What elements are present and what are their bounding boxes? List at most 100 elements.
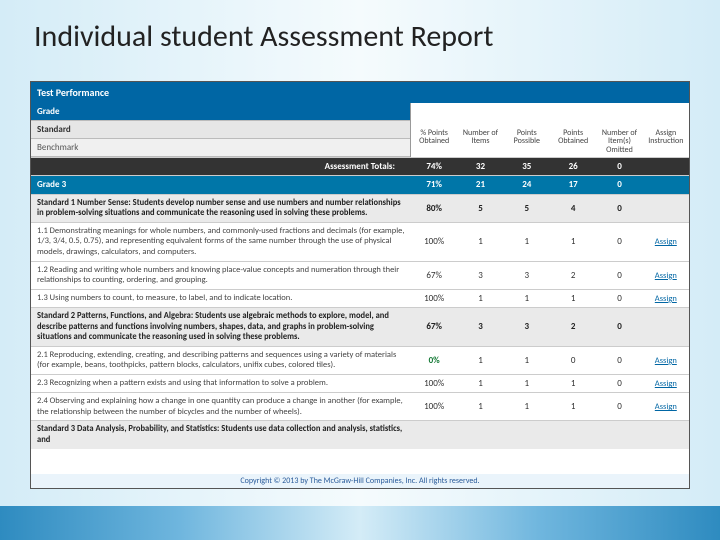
- cell-obtained: 2: [550, 267, 596, 284]
- cell-omitted: 0: [596, 398, 642, 415]
- cell-obtained: [550, 432, 596, 438]
- totals-omitted: 0: [596, 158, 642, 175]
- cell-possible: 1: [504, 398, 550, 415]
- row-label: Standard 3 Data Analysis, Probability, a…: [31, 421, 411, 448]
- row-data: 67%3320: [411, 308, 689, 346]
- grade-obtained: 17: [550, 176, 596, 193]
- cell-pct: [411, 432, 457, 438]
- standard-row: Standard 1 Number Sense: Students develo…: [31, 194, 689, 222]
- legend-area: Grade Standard Benchmark % Points Obtain…: [31, 103, 689, 157]
- row-label: 1.1 Demonstrating meanings for whole num…: [31, 223, 411, 261]
- cell-items: 1: [457, 290, 503, 307]
- cell-obtained: 4: [550, 200, 596, 217]
- assign-link[interactable]: Assign: [655, 402, 677, 412]
- col-num-items: Number of Items: [457, 129, 503, 155]
- cell-items: 3: [457, 267, 503, 284]
- col-pct-obtained: % Points Obtained: [411, 129, 457, 155]
- grade-items: 21: [457, 176, 503, 193]
- totals-possible: 35: [504, 158, 550, 175]
- cell-obtained: 1: [550, 233, 596, 250]
- row-data: 100%1110Assign: [411, 290, 689, 307]
- cell-omitted: [596, 432, 642, 438]
- col-num-omitted: Number of Item(s) Omitted: [596, 129, 642, 155]
- benchmark-row: 2.4 Observing and explaining how a chang…: [31, 392, 689, 420]
- cell-obtained: 1: [550, 375, 596, 392]
- cell-assign: Assign: [643, 233, 689, 250]
- row-data: 100%1110Assign: [411, 223, 689, 261]
- cell-assign: Assign: [643, 375, 689, 392]
- cell-possible: 3: [504, 267, 550, 284]
- cell-omitted: 0: [596, 290, 642, 307]
- totals-pct: 74%: [411, 158, 457, 175]
- grade-possible: 24: [504, 176, 550, 193]
- test-performance-header: Test Performance: [31, 82, 689, 103]
- slide-accent-bar: [0, 506, 720, 540]
- cell-pct: 0%: [411, 352, 457, 369]
- benchmark-row: 1.1 Demonstrating meanings for whole num…: [31, 222, 689, 261]
- row-label: Standard 1 Number Sense: Students develo…: [31, 195, 411, 222]
- row-label: 1.3 Using numbers to count, to measure, …: [31, 290, 411, 307]
- row-data: 80%5540: [411, 195, 689, 222]
- cell-possible: 5: [504, 200, 550, 217]
- row-data: 0%1100Assign: [411, 347, 689, 374]
- row-label: Standard 2 Patterns, Functions, and Alge…: [31, 308, 411, 346]
- grade-label: Grade 3: [31, 176, 411, 193]
- cell-pct: 100%: [411, 233, 457, 250]
- cell-omitted: 0: [596, 375, 642, 392]
- grade-pct: 71%: [411, 176, 457, 193]
- cell-items: [457, 432, 503, 438]
- cell-items: 1: [457, 398, 503, 415]
- row-data: 67%3320Assign: [411, 262, 689, 289]
- grade-row: Grade 3 71% 21 24 17 0: [31, 175, 689, 193]
- cell-pct: 100%: [411, 290, 457, 307]
- cell-pct: 67%: [411, 318, 457, 335]
- cell-assign: [643, 205, 689, 211]
- cell-assign: Assign: [643, 398, 689, 415]
- assign-link[interactable]: Assign: [655, 271, 677, 281]
- assessment-totals-row: Assessment Totals: 74% 32 35 26 0: [31, 157, 689, 175]
- cell-items: 1: [457, 375, 503, 392]
- standard-row: Standard 2 Patterns, Functions, and Alge…: [31, 307, 689, 346]
- cell-possible: 1: [504, 233, 550, 250]
- row-label: 2.4 Observing and explaining how a chang…: [31, 393, 411, 420]
- assign-link[interactable]: Assign: [655, 237, 677, 247]
- cell-omitted: 0: [596, 200, 642, 217]
- cell-omitted: 0: [596, 267, 642, 284]
- totals-label: Assessment Totals:: [31, 158, 411, 175]
- standard-row: Standard 3 Data Analysis, Probability, a…: [31, 420, 689, 448]
- cell-pct: 100%: [411, 398, 457, 415]
- legend-left: Grade Standard Benchmark: [31, 103, 411, 157]
- cell-assign: [643, 432, 689, 438]
- cell-obtained: 1: [550, 398, 596, 415]
- totals-items: 32: [457, 158, 503, 175]
- cell-pct: 100%: [411, 375, 457, 392]
- cell-items: 5: [457, 200, 503, 217]
- benchmark-row: 1.2 Reading and writing whole numbers an…: [31, 261, 689, 289]
- report-panel: Test Performance Grade Standard Benchmar…: [30, 81, 690, 489]
- assign-link[interactable]: Assign: [655, 294, 677, 304]
- cell-omitted: 0: [596, 318, 642, 335]
- row-data: [411, 421, 689, 448]
- cell-assign: Assign: [643, 267, 689, 284]
- cell-possible: 1: [504, 375, 550, 392]
- slide-title: Individual student Assessment Report: [30, 18, 690, 55]
- cell-assign: [643, 324, 689, 330]
- cell-assign: Assign: [643, 290, 689, 307]
- cell-pct: 67%: [411, 267, 457, 284]
- cell-obtained: 1: [550, 290, 596, 307]
- cell-omitted: 0: [596, 352, 642, 369]
- col-pts-obtained: Points Obtained: [550, 129, 596, 155]
- legend-standard: Standard: [31, 121, 410, 139]
- cell-omitted: 0: [596, 233, 642, 250]
- row-label: 2.3 Recognizing when a pattern exists an…: [31, 375, 411, 392]
- assign-link[interactable]: Assign: [655, 356, 677, 366]
- row-data: 100%1110Assign: [411, 393, 689, 420]
- row-label: 2.1 Reproducing, extending, creating, an…: [31, 347, 411, 374]
- cell-pct: 80%: [411, 200, 457, 217]
- legend-grade: Grade: [31, 103, 410, 121]
- cell-possible: 1: [504, 290, 550, 307]
- cell-items: 3: [457, 318, 503, 335]
- assign-link[interactable]: Assign: [655, 379, 677, 389]
- cell-obtained: 2: [550, 318, 596, 335]
- totals-obtained: 26: [550, 158, 596, 175]
